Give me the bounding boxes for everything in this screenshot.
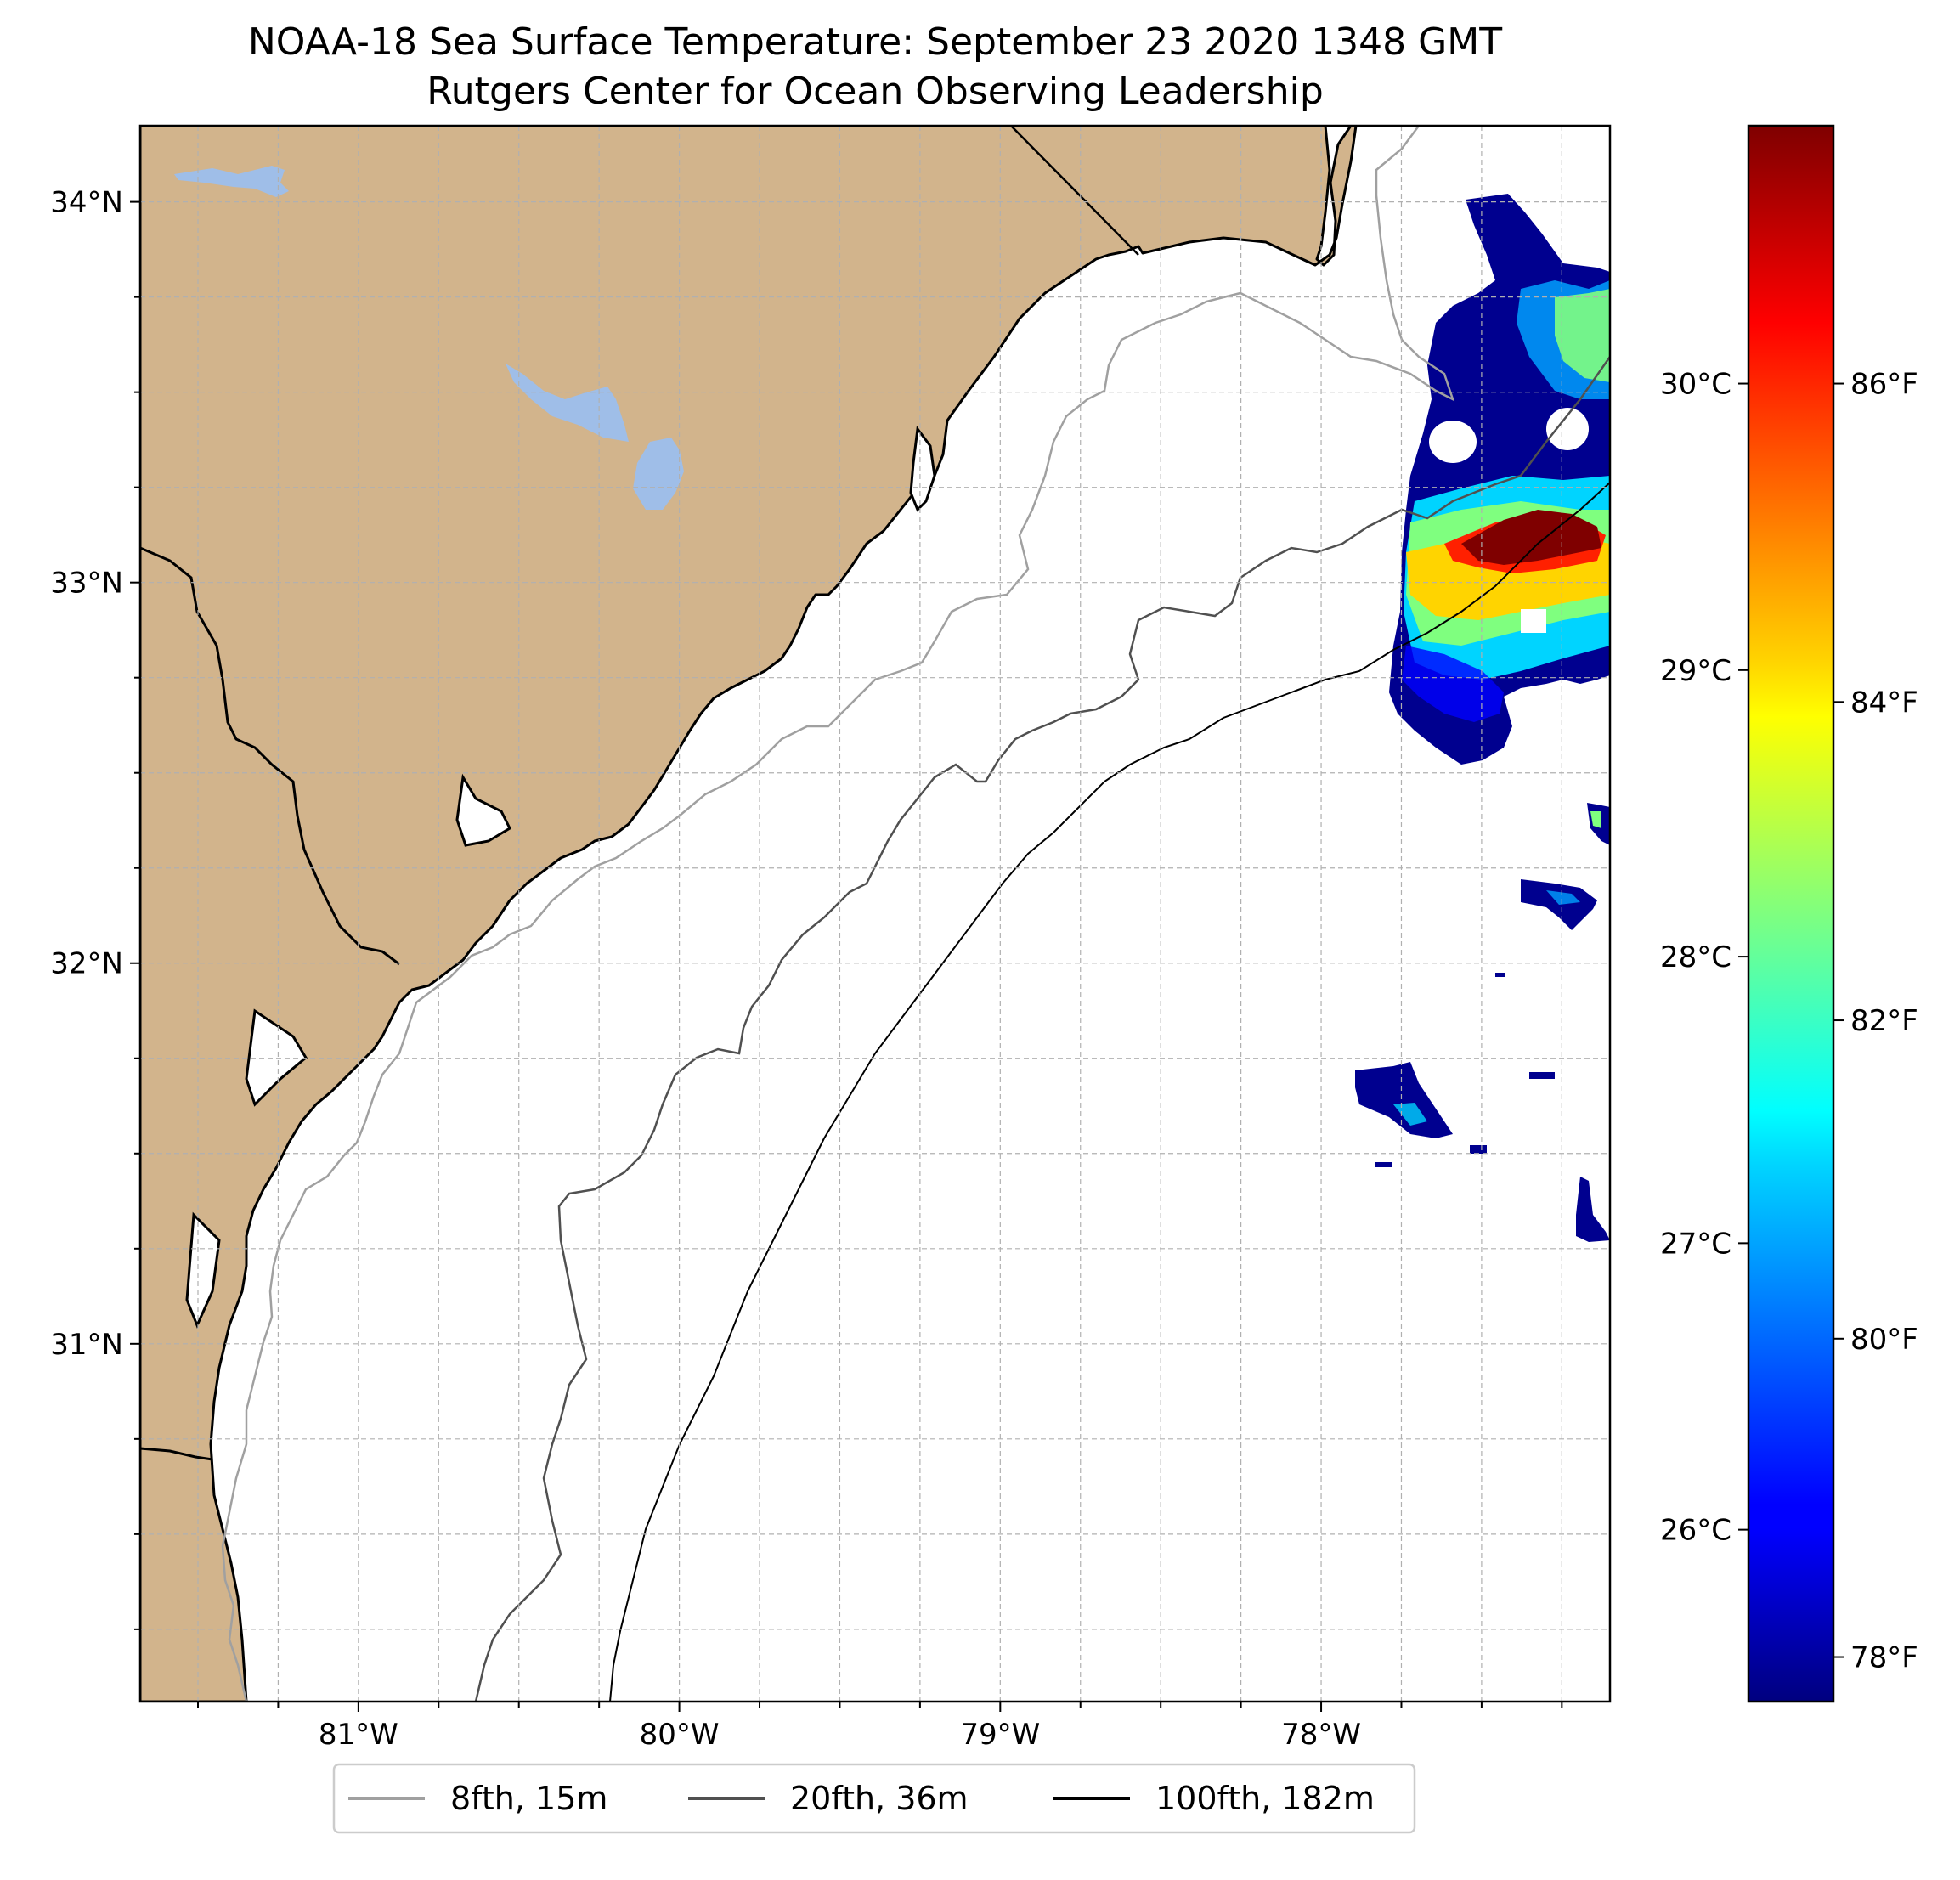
- sst-patch-isolated: [1375, 1162, 1392, 1167]
- sst-patch-isolated: [1529, 1072, 1555, 1079]
- colorbar-c-tick-label: 29°C: [1660, 654, 1731, 688]
- legend-label: 100fth, 182m: [1155, 1780, 1375, 1817]
- map-gridlines: [140, 126, 1610, 1702]
- barrier-island: [455, 773, 511, 847]
- colorbar-fahrenheit-axis: 86°F 84°F 82°F 80°F 78°F: [1833, 368, 1918, 1675]
- map-subtitle: Rutgers Center for Ocean Observing Leade…: [426, 70, 1324, 113]
- state-border: [1010, 126, 1139, 256]
- barrier-island: [245, 1008, 308, 1107]
- legend-label: 20fth, 36m: [790, 1780, 969, 1817]
- contour-20fth: [474, 356, 1610, 1702]
- colorbar-f-tick-label: 82°F: [1850, 1004, 1918, 1038]
- state-border: [140, 1447, 213, 1461]
- legend-label: 8fth, 15m: [450, 1780, 607, 1817]
- sst-gap: [1546, 408, 1589, 450]
- state-border: [140, 546, 400, 966]
- lat-tick-label: 33°N: [50, 567, 123, 601]
- contour-8fth: [221, 126, 1455, 1702]
- legend: 8fth, 15m 20fth, 36m 100fth, 182m: [332, 1763, 1416, 1834]
- sst-patch-cold-band: [1402, 646, 1504, 722]
- colorbar-c-tick-label: 27°C: [1660, 1227, 1731, 1261]
- latitude-axis: 34°N 33°N 32°N 31°N: [50, 186, 140, 1630]
- sst-patch-isolated: [1470, 1145, 1487, 1154]
- sst-gap: [1521, 609, 1546, 633]
- barrier-island: [185, 1211, 221, 1329]
- sst-patch-isolated: [1546, 890, 1580, 905]
- sst-patch-isolated: [1590, 811, 1601, 828]
- colorbar-c-tick-label: 26°C: [1660, 1514, 1731, 1548]
- sst-patch-warm: [1555, 289, 1610, 382]
- sst-patch-isolated: [1393, 1103, 1427, 1126]
- lat-tick-label: 32°N: [50, 947, 123, 981]
- land-mass: [140, 126, 1358, 1702]
- lon-tick-label: 80°W: [640, 1718, 720, 1752]
- sst-patch-isolated: [1495, 973, 1505, 977]
- lon-tick-label: 79°W: [960, 1718, 1040, 1752]
- colorbar-f-tick-label: 80°F: [1850, 1323, 1918, 1357]
- lat-tick-label: 34°N: [50, 186, 123, 220]
- longitude-axis: 81°W 80°W 79°W 78°W: [196, 1702, 1563, 1752]
- colorbar-f-tick-label: 78°F: [1850, 1641, 1918, 1675]
- map-title: NOAA-18 Sea Surface Temperature: Septemb…: [248, 20, 1502, 64]
- colorbar-celsius-axis: 30°C 29°C 28°C 27°C 26°C: [1660, 368, 1748, 1548]
- sst-patch-hottest: [1461, 510, 1601, 565]
- sst-patch-isolated: [1355, 1062, 1453, 1138]
- colorbar-c-tick-label: 28°C: [1660, 940, 1731, 974]
- lake: [174, 166, 289, 197]
- map-frame: [138, 124, 1612, 1703]
- sst-patch-isolated: [1576, 1177, 1610, 1242]
- sst-gap: [1429, 421, 1477, 463]
- lake: [506, 364, 629, 442]
- colorbar: 30°C 29°C 28°C 27°C 26°C 86°F 84°F 82°F 80°F 78°…: [1660, 124, 1918, 1703]
- colorbar-gradient: [1747, 124, 1835, 1703]
- colorbar-f-tick-label: 84°F: [1850, 686, 1918, 720]
- legend-box: [332, 1763, 1416, 1834]
- lon-tick-label: 78°W: [1281, 1718, 1361, 1752]
- lat-tick-label: 31°N: [50, 1328, 123, 1362]
- colorbar-c-tick-label: 30°C: [1660, 368, 1731, 402]
- colorbar-f-tick-label: 86°F: [1850, 368, 1918, 402]
- legend-items: 8fth, 15m 20fth, 36m 100fth, 182m: [348, 1780, 1375, 1817]
- barrier-island: [909, 426, 936, 512]
- map-panel: [140, 126, 1610, 1702]
- lon-tick-label: 81°W: [319, 1718, 398, 1752]
- contour-100fth: [609, 482, 1610, 1702]
- lake: [633, 438, 684, 510]
